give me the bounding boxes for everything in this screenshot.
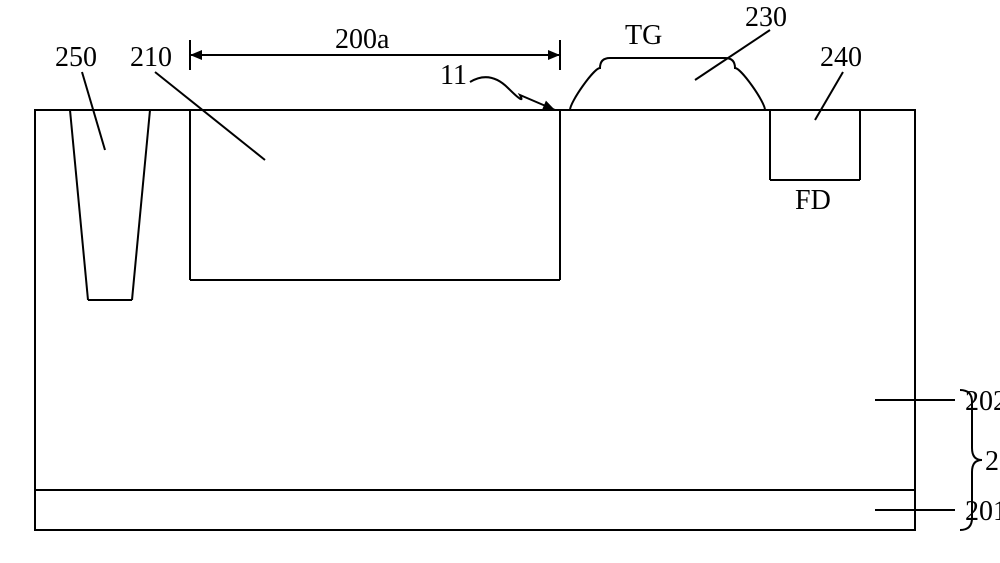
label-240: 240: [820, 42, 862, 74]
diagram-stage: 250 210 230 240 11 200a TG FD 201 202 20…: [0, 0, 1000, 563]
diagram-svg: [0, 0, 1000, 563]
label-200: 200: [985, 446, 1000, 478]
label-210: 210: [130, 42, 172, 74]
label-11: 11: [440, 60, 467, 92]
label-230: 230: [745, 2, 787, 34]
label-200a: 200a: [335, 24, 389, 56]
label-201: 201: [965, 496, 1000, 528]
label-FD: FD: [795, 185, 831, 217]
label-202: 202: [965, 386, 1000, 418]
label-250: 250: [55, 42, 97, 74]
label-TG: TG: [625, 20, 662, 52]
